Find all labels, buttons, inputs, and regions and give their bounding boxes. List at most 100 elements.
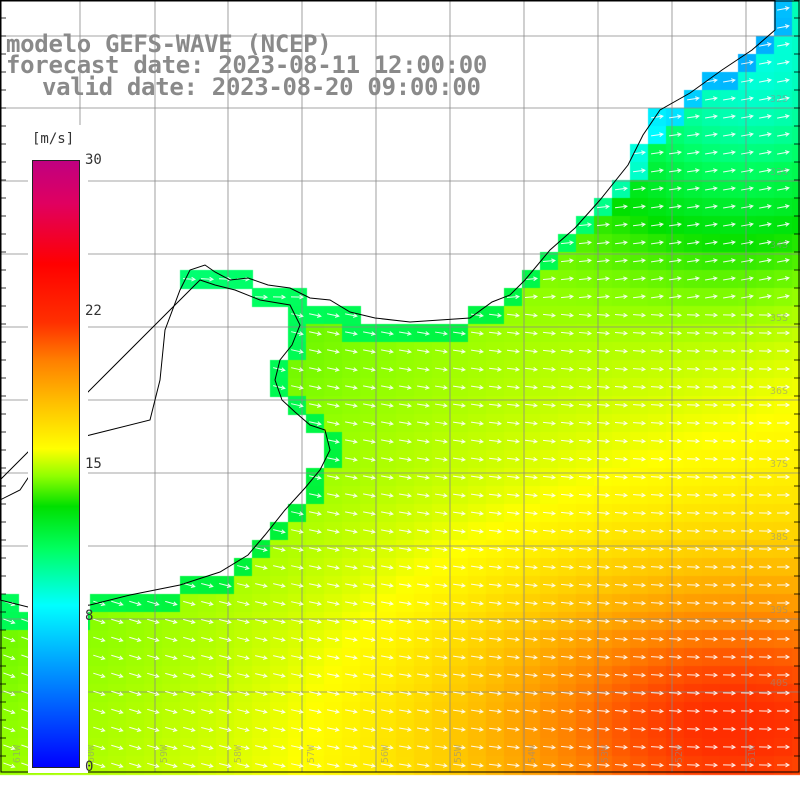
forecast-date: forecast date: 2023-08-11 12:00:00 bbox=[6, 51, 488, 79]
wind-arrow bbox=[686, 492, 701, 498]
wind-arrow bbox=[722, 528, 737, 534]
wind-arrow bbox=[201, 690, 214, 696]
wind-arrow bbox=[165, 726, 178, 733]
wind-arrow bbox=[776, 636, 791, 642]
wind-arrow bbox=[704, 96, 718, 101]
wind-arrow bbox=[219, 709, 232, 714]
wind-arrow bbox=[614, 276, 628, 282]
wind-arrow bbox=[273, 637, 286, 642]
wind-arrow bbox=[237, 763, 250, 768]
wind-arrow bbox=[309, 709, 322, 714]
wind-arrow bbox=[632, 222, 646, 227]
wind-arrow bbox=[578, 510, 593, 516]
wind-arrow bbox=[776, 402, 791, 408]
wind-arrow bbox=[722, 708, 737, 714]
wind-arrow bbox=[650, 636, 665, 642]
wind-arrow bbox=[596, 348, 611, 354]
wind-arrow bbox=[542, 528, 557, 534]
wind-arrow bbox=[650, 708, 665, 714]
colorbar: [m/s] 30 22 15 8 0 bbox=[28, 125, 102, 775]
wind-arrow bbox=[704, 366, 719, 372]
wind-arrow bbox=[416, 547, 430, 552]
wind-arrow bbox=[327, 349, 340, 354]
wind-arrow bbox=[542, 456, 557, 462]
wind-arrow bbox=[578, 744, 593, 750]
wind-arrow bbox=[596, 618, 611, 624]
wind-arrow bbox=[560, 384, 575, 390]
wind-arrow bbox=[632, 330, 647, 336]
wind-arrow bbox=[596, 744, 611, 750]
wind-arrow bbox=[632, 294, 646, 299]
wind-arrow bbox=[723, 258, 736, 263]
wind-arrow bbox=[327, 601, 340, 606]
wind-arrow bbox=[488, 637, 502, 642]
wind-arrow bbox=[686, 402, 701, 408]
wind-arrow bbox=[470, 547, 484, 552]
wind-arrow bbox=[524, 312, 538, 318]
wind-arrow bbox=[327, 673, 340, 678]
wind-arrow bbox=[668, 420, 683, 426]
wind-arrow bbox=[542, 618, 557, 624]
wind-arrow bbox=[542, 654, 557, 660]
wind-arrow bbox=[381, 421, 394, 426]
wind-arrow bbox=[668, 744, 683, 750]
wind-arrow bbox=[416, 457, 430, 462]
wind-arrow bbox=[723, 204, 736, 209]
wind-arrow bbox=[650, 438, 665, 444]
wind-arrow bbox=[578, 708, 593, 714]
wind-arrow bbox=[524, 582, 538, 588]
wind-arrow bbox=[542, 672, 557, 678]
wind-arrow bbox=[452, 547, 466, 552]
wind-arrow bbox=[578, 258, 593, 264]
wind-arrow bbox=[614, 672, 629, 678]
wind-arrow bbox=[434, 439, 448, 444]
wind-arrow bbox=[614, 330, 629, 336]
wind-arrow bbox=[578, 348, 593, 354]
wind-arrow bbox=[291, 655, 304, 660]
wind-arrow bbox=[578, 546, 593, 552]
wind-arrow bbox=[237, 655, 250, 660]
wind-arrow bbox=[722, 474, 737, 480]
wind-arrow bbox=[704, 222, 718, 227]
wind-arrow bbox=[759, 60, 772, 65]
wind-arrow bbox=[273, 529, 286, 534]
wind-arrow bbox=[722, 420, 737, 426]
wind-arrow bbox=[129, 600, 142, 607]
wind-arrow bbox=[434, 583, 448, 588]
wind-arrow bbox=[723, 114, 736, 119]
wind-arrow bbox=[740, 762, 755, 768]
wind-arrow bbox=[309, 367, 322, 372]
wind-arrow bbox=[327, 331, 340, 336]
wind-arrow bbox=[632, 600, 647, 606]
wind-arrow bbox=[686, 150, 700, 155]
wind-arrow bbox=[201, 618, 214, 624]
wind-arrow bbox=[488, 547, 502, 552]
wind-arrow bbox=[741, 186, 754, 191]
wind-arrow bbox=[524, 618, 538, 624]
wind-arrow bbox=[470, 691, 484, 696]
wind-arrow bbox=[777, 258, 790, 263]
wind-arrow bbox=[3, 636, 16, 643]
wind-arrow bbox=[560, 672, 575, 678]
wind-arrow bbox=[381, 565, 394, 570]
wind-arrow bbox=[399, 745, 412, 750]
wind-arrow bbox=[93, 744, 106, 751]
wind-arrow bbox=[327, 727, 340, 732]
wind-arrow bbox=[255, 727, 268, 732]
wind-arrow bbox=[650, 726, 665, 732]
wind-arrow bbox=[596, 402, 611, 408]
wind-arrow bbox=[632, 744, 647, 750]
wind-arrow bbox=[704, 690, 719, 696]
wind-arrow bbox=[416, 619, 430, 624]
wind-arrow bbox=[596, 222, 610, 228]
wind-arrow bbox=[309, 331, 322, 336]
wind-arrow bbox=[650, 222, 664, 227]
wind-arrow bbox=[345, 745, 358, 750]
wind-arrow bbox=[434, 709, 448, 714]
wind-arrow bbox=[434, 763, 448, 768]
longitude-label: 52W bbox=[673, 745, 685, 764]
wind-arrow bbox=[722, 636, 737, 642]
wind-arrow bbox=[273, 385, 286, 390]
wind-arrow bbox=[416, 529, 430, 534]
wind-arrow bbox=[614, 402, 629, 408]
